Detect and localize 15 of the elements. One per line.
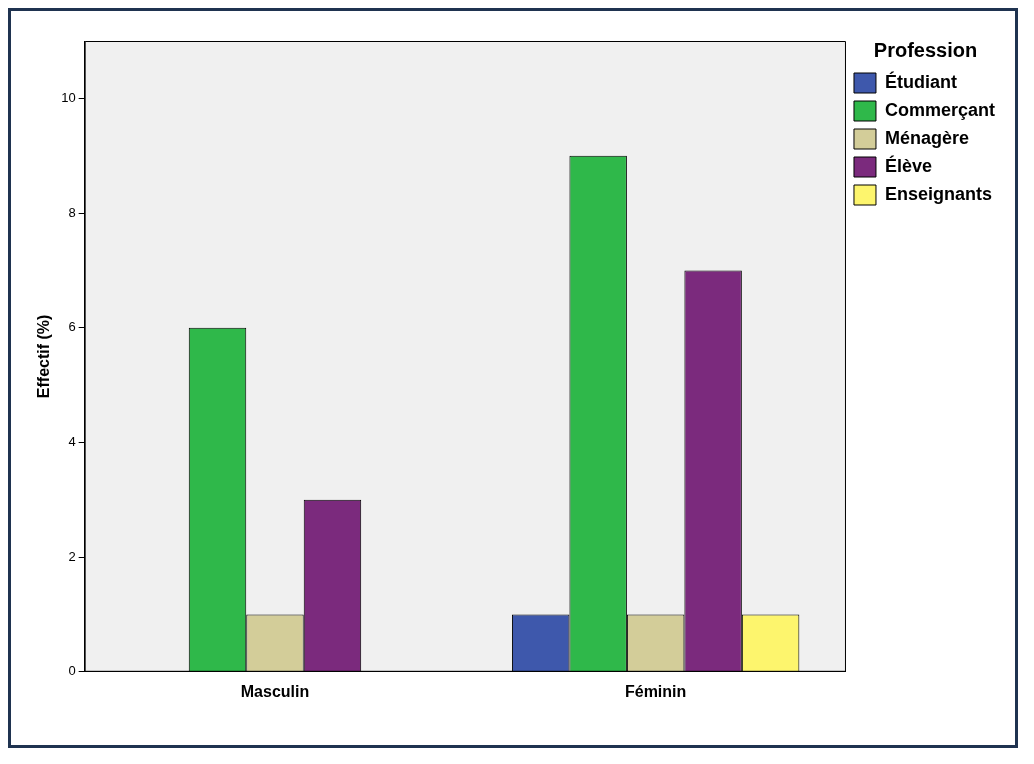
y-axis-title: Effectif (%) — [35, 314, 53, 399]
legend-label: Enseignants — [884, 183, 992, 204]
legend-label: Élève — [884, 154, 933, 176]
x-tick-label: Féminin — [624, 682, 687, 700]
y-tick-label: 0 — [68, 663, 76, 679]
y-tick-label: 4 — [68, 434, 76, 449]
x-tick-label: Masculin — [240, 682, 310, 700]
legend-label: Commerçant — [884, 99, 996, 120]
legend-title: Profession — [873, 38, 978, 61]
y-tick-label: 8 — [68, 204, 76, 220]
y-tick-label: 2 — [68, 548, 76, 564]
legend-label: Ménagère — [884, 127, 970, 148]
y-tick-label: 10 — [61, 89, 76, 105]
legend-label: Étudiant — [884, 70, 957, 92]
y-tick-label: 6 — [68, 319, 76, 335]
